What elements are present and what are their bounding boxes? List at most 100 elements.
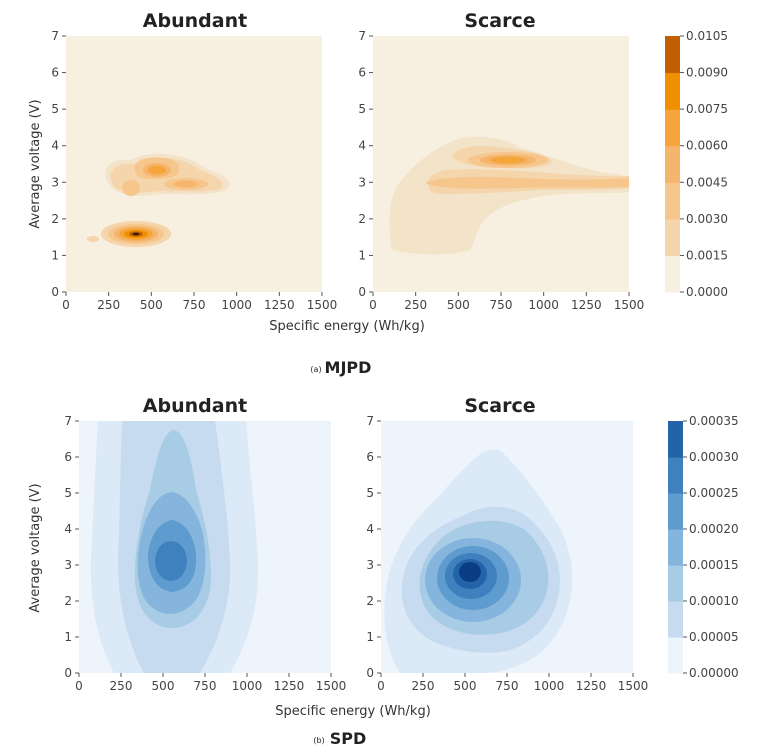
- colorbar-band: [668, 529, 683, 566]
- y-tick-label: 2: [358, 212, 366, 226]
- x-tick-label: 1500: [614, 298, 645, 312]
- y-tick-label: 6: [64, 450, 72, 464]
- x-tick-label: 250: [110, 679, 133, 693]
- x-tick-label: 1250: [571, 298, 602, 312]
- x-tick-label: 1000: [528, 298, 559, 312]
- colorbar-tick-label: 0.0015: [686, 248, 728, 262]
- caption-a-prefix: (a): [310, 365, 321, 374]
- y-tick-label: 7: [64, 414, 72, 428]
- colorbar-band: [665, 145, 680, 183]
- x-tick-label: 1500: [307, 298, 338, 312]
- y-tick-label: 4: [366, 522, 374, 536]
- y-tick-label: 1: [366, 630, 374, 644]
- x-tick-label: 250: [412, 679, 435, 693]
- colorbar-tick-label: 0.00010: [689, 594, 739, 608]
- colorbar-band: [665, 182, 680, 220]
- panel-b-left-title: Abundant: [143, 395, 247, 417]
- x-tick-label: 1000: [534, 679, 565, 693]
- colorbar-band: [665, 218, 680, 256]
- y-axis-label-b: Average voltage (V): [28, 483, 43, 612]
- y-tick-label: 5: [51, 102, 59, 116]
- heatmap-a-abundant: 0 1 2 3 4 5 6 7 0 250 500 750 1000 1250 1500: [51, 29, 337, 312]
- y-tick-label: 0: [51, 285, 59, 299]
- x-tick-label: 500: [447, 298, 470, 312]
- axes-b-right: 0 1 2 3 4 5 6 7 0 250 500 750 1000 1250 1500: [366, 414, 648, 693]
- y-axis-label-a: Average voltage (V): [28, 99, 43, 228]
- y-tick-label: 5: [366, 486, 374, 500]
- y-tick-label: 5: [358, 102, 366, 116]
- density-contour: [122, 180, 140, 196]
- colorbar-tick-label: 0.0030: [686, 212, 728, 226]
- x-tick-label: 1250: [274, 679, 305, 693]
- colorbar-tick-label: 0.0090: [686, 66, 728, 80]
- colorbar-tick-label: 0.0060: [686, 139, 728, 153]
- y-tick-label: 4: [358, 139, 366, 153]
- density-contour: [425, 176, 629, 189]
- figure-b: Abundant Scarce 0 1 2 3 4 5 6 7 0 250 500 750 1000 1…: [28, 395, 739, 748]
- x-tick-label: 1000: [232, 679, 263, 693]
- y-tick-label: 4: [64, 522, 72, 536]
- colorbar-band: [665, 36, 680, 74]
- x-tick-label: 0: [75, 679, 83, 693]
- x-tick-label: 1500: [618, 679, 649, 693]
- y-tick-label: 0: [64, 666, 72, 680]
- x-tick-label: 1250: [576, 679, 607, 693]
- colorbar-band: [668, 601, 683, 638]
- y-tick-label: 1: [358, 248, 366, 262]
- panel-a-left-title: Abundant: [143, 10, 247, 32]
- y-tick-label: 0: [358, 285, 366, 299]
- caption-b: SPD: [330, 729, 367, 748]
- density-contour: [155, 541, 187, 581]
- y-tick-label: 7: [51, 29, 59, 43]
- y-tick-label: 1: [64, 630, 72, 644]
- colorbar-tick-label: 0.0075: [686, 102, 728, 116]
- x-tick-label: 0: [377, 679, 385, 693]
- x-tick-label: 750: [496, 679, 519, 693]
- y-tick-label: 2: [51, 212, 59, 226]
- colorbar-a: 0.0000 0.0015 0.0030 0.0045 0.0060 0.0075 0.00…: [665, 29, 728, 299]
- heatmap-a-scarce: 0 1 2 3 4 5 6 7 0 250 500 750 1000 1250 1500: [358, 29, 644, 312]
- y-tick-label: 3: [358, 175, 366, 189]
- colorbar-tick-label: 0.00030: [689, 450, 739, 464]
- colorbar-tick-label: 0.00020: [689, 522, 739, 536]
- colorbar-tick-label: 0.00025: [689, 486, 739, 500]
- colorbar-band: [668, 421, 683, 458]
- x-tick-label: 250: [404, 298, 427, 312]
- x-tick-label: 500: [152, 679, 175, 693]
- y-tick-label: 2: [64, 594, 72, 608]
- colorbar-tick-label: 0.0000: [686, 285, 728, 299]
- colorbar-tick-label: 0.00035: [689, 414, 739, 428]
- x-tick-label: 500: [454, 679, 477, 693]
- x-tick-label: 750: [490, 298, 513, 312]
- heatmap-b-abundant: 0 1 2 3 4 5 6 7 0 250 500 750 1000 1250 1500: [64, 414, 346, 693]
- colorbar-tick-label: 0.00005: [689, 630, 739, 644]
- colorbar-band: [668, 493, 683, 530]
- y-tick-label: 4: [51, 139, 59, 153]
- x-tick-label: 250: [97, 298, 120, 312]
- colorbar-band: [668, 565, 683, 602]
- colorbar-band: [665, 255, 680, 293]
- axes-a-right: 0 1 2 3 4 5 6 7 0 250 500 750 1000 1250 1500: [358, 29, 644, 312]
- axes-b-left: 0 1 2 3 4 5 6 7 0 250 500 750 1000 1250 1500: [64, 414, 346, 693]
- density-contour: [389, 136, 629, 255]
- x-tick-label: 750: [194, 679, 217, 693]
- y-tick-label: 3: [366, 558, 374, 572]
- colorbar-tick-label: 0.00000: [689, 666, 739, 680]
- x-tick-label: 1500: [316, 679, 347, 693]
- axes-a-left: 0 1 2 3 4 5 6 7 0 250 500 750 1000 1250 1500: [51, 29, 337, 312]
- y-tick-label: 1: [51, 248, 59, 262]
- density-contour: [132, 232, 140, 236]
- y-tick-label: 3: [64, 558, 72, 572]
- x-axis-label-b: Specific energy (Wh/kg): [275, 704, 431, 719]
- x-tick-label: 500: [140, 298, 163, 312]
- density-contour: [490, 156, 526, 164]
- density-contour: [148, 165, 166, 175]
- colorbar-band: [668, 457, 683, 494]
- y-tick-label: 6: [366, 450, 374, 464]
- panel-b-right-title: Scarce: [464, 395, 535, 417]
- colorbar-tick-label: 0.0105: [686, 29, 728, 43]
- caption-b-prefix: (b): [313, 736, 324, 745]
- colorbar-b: 0.00000 0.00005 0.00010 0.00015 0.00020 0.000…: [668, 414, 739, 680]
- y-tick-label: 2: [366, 594, 374, 608]
